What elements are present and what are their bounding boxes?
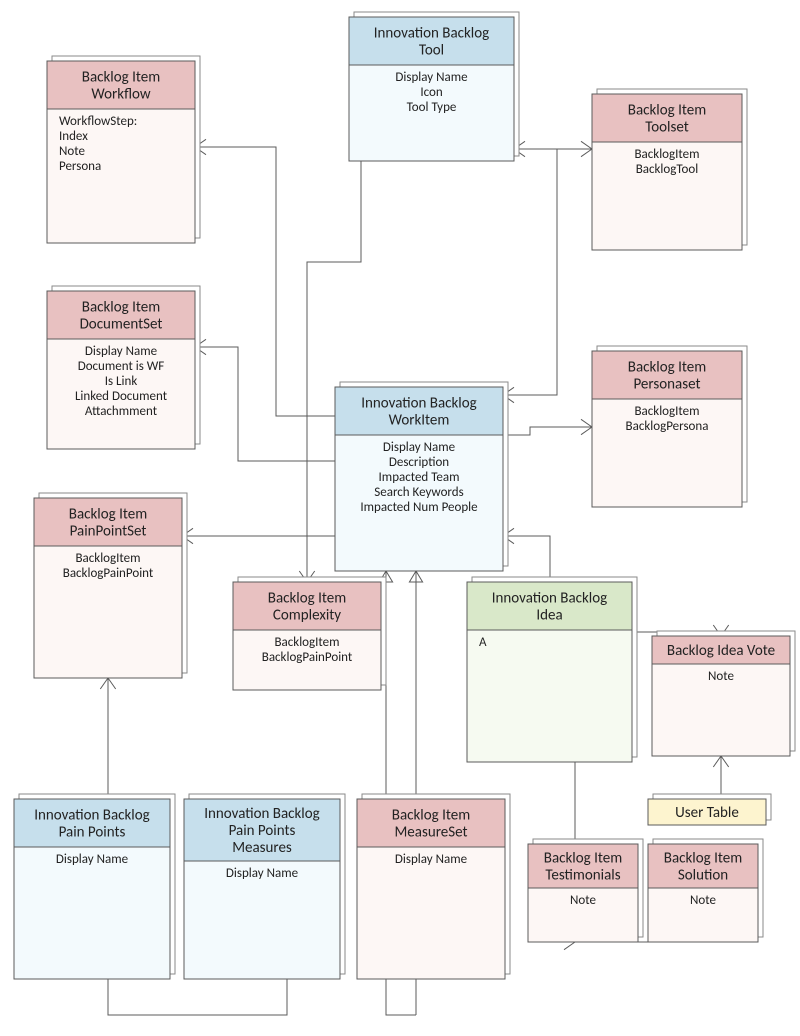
entity-complexity: Backlog ItemComplexity BacklogItemBacklog… xyxy=(233,577,386,690)
entity-workflow: Backlog ItemWorkflow WorkflowStep:IndexNo… xyxy=(47,56,200,243)
entity-attr: BacklogPainPoint xyxy=(63,566,154,581)
entity-title: Workflow xyxy=(91,86,150,104)
edge xyxy=(108,979,287,1015)
entity-attr: Impacted Team xyxy=(379,470,460,485)
entity-vote: Backlog Idea Vote Note xyxy=(652,631,795,756)
entity-attr: BacklogPersona xyxy=(626,419,709,434)
entity-attr: Attachmment xyxy=(85,404,158,419)
entity-attr: Description xyxy=(389,455,449,470)
entity-attr: Document is WF xyxy=(78,359,165,374)
entity-title: Innovation Backlog xyxy=(361,395,476,413)
entity-attr: Display Name xyxy=(85,344,157,359)
entity-title: Backlog Item xyxy=(69,506,147,524)
entity-title: Testimonials xyxy=(545,867,620,885)
entity-attr: WorkflowStep: xyxy=(59,114,137,129)
entity-attr: A xyxy=(479,635,487,650)
entity-title: Innovation Backlog xyxy=(492,590,607,608)
edge xyxy=(503,161,557,395)
entity-attr: Note xyxy=(708,669,734,684)
entity-workitem: Innovation BacklogWorkItem Display NameDe… xyxy=(335,382,508,571)
entity-title: Innovation Backlog xyxy=(204,805,319,823)
entity-attr: Icon xyxy=(420,85,443,100)
entity-title: Backlog Item xyxy=(82,69,160,87)
entity-title: Pain Points xyxy=(229,822,296,840)
entity-attr: Is Link xyxy=(105,374,138,389)
entity-attr: BacklogPainPoint xyxy=(262,650,353,665)
edge xyxy=(557,149,592,161)
entity-attr: Note xyxy=(690,893,716,908)
entity-title: Innovation Backlog xyxy=(374,25,489,43)
entity-attr: Linked Document xyxy=(75,389,168,404)
entity-idea: Innovation BacklogIdea A xyxy=(467,577,637,762)
entity-usertable: User Table xyxy=(648,794,771,825)
entity-title: Pain Points xyxy=(59,824,126,842)
entity-title: Backlog Item xyxy=(392,807,470,825)
entity-attr: Search Keywords xyxy=(374,485,463,500)
entity-attr: Display Name xyxy=(226,866,298,881)
edge xyxy=(503,427,592,435)
entity-title: Backlog Idea Vote xyxy=(667,642,775,660)
entity-attr: Display Name xyxy=(56,852,128,867)
entity-attr: Display Name xyxy=(395,852,467,867)
entity-title: Personaset xyxy=(633,376,700,394)
entity-title: WorkItem xyxy=(389,412,450,430)
entity-title: Backlog Item xyxy=(268,590,346,608)
entity-title: Innovation Backlog xyxy=(34,807,149,825)
entity-tool: Innovation BacklogTool Display NameIconTo… xyxy=(349,12,519,161)
entity-title: Idea xyxy=(536,607,562,625)
entity-painpoints: Innovation BacklogPain Points Display Nam… xyxy=(14,794,175,979)
entity-attr: Display Name xyxy=(383,440,455,455)
entity-title: User Table xyxy=(675,804,739,822)
entity-personaset: Backlog ItemPersonaset BacklogItemBacklog… xyxy=(592,346,747,507)
entity-title: Toolset xyxy=(645,119,689,137)
entity-title: Backlog Item xyxy=(628,102,706,120)
entity-title: Tool xyxy=(419,42,444,60)
entity-docset: Backlog ItemDocumentSet Display NameDocum… xyxy=(47,286,200,449)
entity-title: Backlog Item xyxy=(628,359,706,377)
entity-ppmeasures: Innovation BacklogPain PointsMeasures Dis… xyxy=(184,794,345,979)
entity-toolset: Backlog ItemToolset BacklogItemBacklogToo… xyxy=(592,89,747,250)
entity-attr: BacklogItem xyxy=(274,635,339,650)
entity-measureset: Backlog ItemMeasureSet Display Name xyxy=(357,794,510,979)
entity-title: Solution xyxy=(678,867,728,885)
entity-attr: BacklogItem xyxy=(75,551,140,566)
edge xyxy=(386,979,416,1015)
entity-attr: Tool Type xyxy=(407,100,457,115)
edge xyxy=(195,347,335,461)
entity-title: PainPointSet xyxy=(70,523,147,541)
entity-solution: Backlog ItemSolution Note xyxy=(648,839,763,942)
entity-title: DocumentSet xyxy=(80,316,163,334)
entity-title: Complexity xyxy=(273,607,341,625)
entity-attr: Note xyxy=(570,893,596,908)
entity-painset: Backlog ItemPainPointSet BacklogItemBackl… xyxy=(34,493,187,678)
entity-title: Backlog Item xyxy=(544,850,622,868)
entity-attr: BacklogTool xyxy=(636,162,699,177)
entity-title: MeasureSet xyxy=(394,824,467,842)
entity-attr: Impacted Num People xyxy=(360,500,477,515)
edge xyxy=(503,536,550,582)
entity-attr: Index xyxy=(59,129,88,144)
entity-title: Backlog Item xyxy=(664,850,742,868)
entity-attr: BacklogItem xyxy=(634,147,699,162)
entity-title: Backlog Item xyxy=(82,299,160,317)
entity-attr: Persona xyxy=(59,159,101,174)
entity-attr: Display Name xyxy=(395,70,467,85)
entity-testimon: Backlog ItemTestimonials Note xyxy=(528,839,643,942)
entity-title: Measures xyxy=(232,839,292,857)
edge xyxy=(195,147,335,416)
entity-attr: BacklogItem xyxy=(634,404,699,419)
entity-attr: Note xyxy=(59,144,85,159)
